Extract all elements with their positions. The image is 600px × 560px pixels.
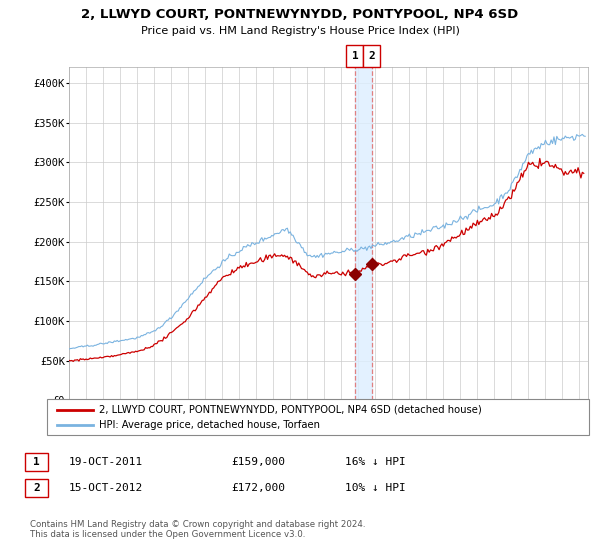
Bar (355, 67, 372, 400)
Text: £159,000: £159,000 (231, 457, 285, 467)
Text: HPI: Average price, detached house, Torfaen: HPI: Average price, detached house, Torf… (99, 419, 320, 430)
Text: 2: 2 (33, 483, 40, 493)
Text: 10% ↓ HPI: 10% ↓ HPI (345, 483, 406, 493)
Text: 16% ↓ HPI: 16% ↓ HPI (345, 457, 406, 467)
Text: 2, LLWYD COURT, PONTNEWYNYDD, PONTYPOOL, NP4 6SD (detached house): 2, LLWYD COURT, PONTNEWYNYDD, PONTYPOOL,… (99, 405, 482, 415)
Text: 2: 2 (368, 51, 375, 61)
Text: 15-OCT-2012: 15-OCT-2012 (69, 483, 143, 493)
Text: £172,000: £172,000 (231, 483, 285, 493)
Text: 19-OCT-2011: 19-OCT-2011 (69, 457, 143, 467)
Text: 1: 1 (352, 51, 358, 61)
Text: 2, LLWYD COURT, PONTNEWYNYDD, PONTYPOOL, NP4 6SD: 2, LLWYD COURT, PONTNEWYNYDD, PONTYPOOL,… (82, 8, 518, 21)
Text: 1: 1 (33, 457, 40, 467)
Text: Contains HM Land Registry data © Crown copyright and database right 2024.
This d: Contains HM Land Registry data © Crown c… (30, 520, 365, 539)
Text: Price paid vs. HM Land Registry's House Price Index (HPI): Price paid vs. HM Land Registry's House … (140, 26, 460, 36)
